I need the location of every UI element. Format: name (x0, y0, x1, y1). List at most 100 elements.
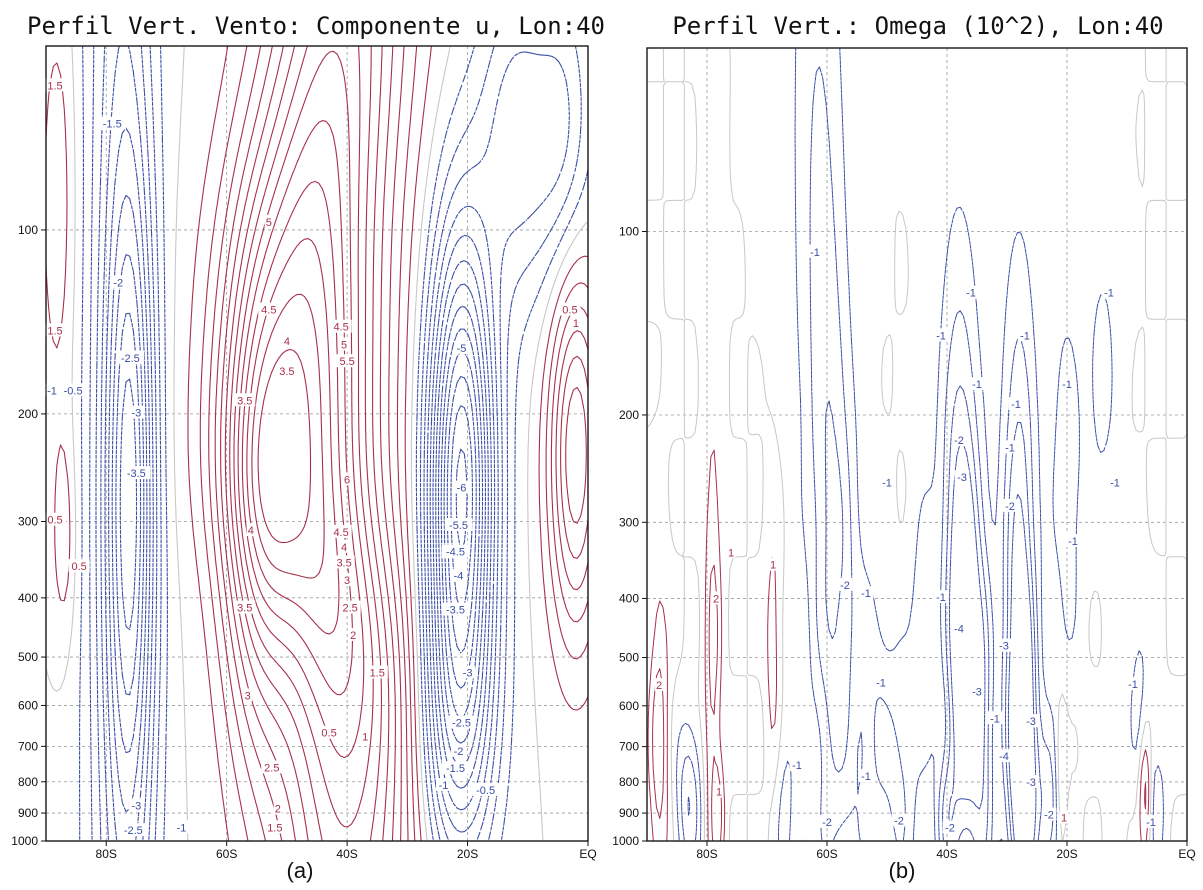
panel-b-x-tick-label: 40S (936, 847, 957, 861)
contour-label: -1 (972, 379, 982, 391)
panel-a-contour-labels: 1.5-1.55-24.5 0.514.51.54 5 -5-2.5 5.53.5-1-… (44, 78, 581, 837)
contour-label-background (447, 715, 476, 729)
contour-label-background (571, 316, 581, 330)
panel-a-y-tick-label: 700 (18, 739, 38, 753)
contour-label-background (891, 813, 907, 827)
contour-label-background (119, 823, 148, 837)
contour-label: 1.5 (267, 822, 282, 834)
contour-label: -0.5 (476, 785, 495, 797)
contour-label-background (996, 638, 1012, 652)
panel-b-y-tick-label: 700 (619, 740, 639, 754)
contour-label-background (858, 586, 874, 600)
panel-a-x-tick-label: EQ (579, 847, 596, 861)
contour-label: -1 (1104, 288, 1114, 300)
panel-a-y-tick-label: 1000 (11, 834, 38, 848)
panel-a-plot-border (45, 45, 589, 842)
contour-label-background (441, 544, 470, 558)
panel-b-x-tick-label: EQ (1178, 847, 1195, 861)
contour-label: -1 (936, 592, 946, 604)
panel-a-plot-frame (45, 45, 589, 842)
contour-label: 4 (248, 525, 254, 537)
contour-label-background (1002, 440, 1018, 454)
contour-label-background (441, 761, 470, 775)
contour-label: -3 (972, 686, 982, 698)
contour-label: -3 (131, 801, 141, 813)
contour-negative-line (687, 385, 1042, 842)
contour-label: 1 (362, 732, 368, 744)
contour-label: -3.5 (127, 468, 146, 480)
contour-label: -4.5 (446, 547, 465, 559)
contour-negative-line (89, 45, 582, 842)
contour-label: -1 (1128, 679, 1138, 691)
contour-label: -4 (999, 751, 1009, 763)
contour-label: 4.5 (333, 322, 348, 334)
contour-label: -1 (810, 247, 820, 259)
contour-label-background (837, 577, 853, 591)
panel-b-contour-labels: -1-1 -1-1 -1-1 -1-1-2-1-3-1 -1-2-111-2-12 -1-… (654, 244, 1159, 834)
contour-label-background (954, 470, 970, 484)
contour-label: 4.5 (261, 305, 276, 317)
contour-label-background (1125, 677, 1141, 691)
contour-label: 1 (573, 318, 579, 330)
panel-a-x-tick-label: 20S (457, 847, 478, 861)
contour-label: 4.5 (333, 527, 348, 539)
contour-positive-line (652, 564, 1147, 842)
contour-label: 1.5 (370, 668, 385, 680)
contour-label: -1 (876, 678, 886, 690)
contour-label: 0.5 (47, 515, 62, 527)
panel-a-y-tick-label: 500 (18, 650, 38, 664)
contour-label-background (336, 354, 358, 368)
contour-label: -2 (113, 278, 123, 290)
contour-label: 3.5 (279, 366, 294, 378)
contour-negative-line (115, 306, 486, 744)
contour-label-background (68, 559, 90, 573)
contour-label: -2.5 (452, 718, 471, 730)
contour-label-background (258, 302, 280, 316)
contour-label-background (789, 758, 805, 772)
contour-label: 5.5 (339, 356, 354, 368)
contour-label-background (128, 405, 144, 419)
panel-a-y-tick-label: 900 (18, 806, 38, 820)
contour-label: 2.5 (264, 762, 279, 774)
contour-positive-line (647, 449, 1150, 842)
contour-label: -0.5 (64, 385, 83, 397)
contour-positive-line (257, 348, 312, 544)
contour-label: -3.5 (446, 605, 465, 617)
panel-b-x-tick-label: 60S (816, 847, 837, 861)
contour-positive-line (241, 180, 354, 696)
contour-label-background (987, 711, 1003, 725)
contour-label-background (471, 782, 500, 796)
contour-label-background (116, 350, 145, 364)
contour-label-background (1017, 328, 1033, 342)
contour-label: -3 (463, 668, 473, 680)
contour-label-background (454, 480, 469, 494)
contour-label-background (264, 214, 274, 228)
contour-label: -1 (1062, 379, 1072, 391)
contour-label: -1 (861, 588, 871, 600)
contour-negative-line (676, 47, 1164, 842)
contour-label-background (1101, 285, 1117, 299)
contour-label: -2.5 (121, 353, 140, 365)
contour-label-background (339, 337, 349, 351)
contour-label: 3.5 (336, 557, 351, 569)
contour-label: -1 (47, 385, 57, 397)
contour-label-background (858, 769, 874, 783)
contour-negative-line (443, 351, 481, 689)
contour-positive-line (224, 45, 587, 842)
panel-a-y-tick-label: 400 (18, 591, 38, 605)
contour-label: 3 (344, 575, 350, 587)
contour-label: 2 (713, 593, 719, 605)
contour-label: -3 (1026, 716, 1036, 728)
contour-positive-line (229, 45, 383, 842)
contour-label-background (444, 518, 473, 532)
panel-b-y-tick-label: 400 (619, 591, 639, 605)
contour-label-background (342, 573, 352, 587)
contour-label: -1 (966, 288, 976, 300)
contour-label: -2 (1005, 501, 1015, 513)
contour-label-background (559, 302, 581, 316)
panel-b-y-tick-label: 600 (619, 699, 639, 713)
contour-label: 2 (275, 804, 281, 816)
panel-b-label: (b) (889, 858, 916, 883)
contour-label: -1 (882, 477, 892, 489)
